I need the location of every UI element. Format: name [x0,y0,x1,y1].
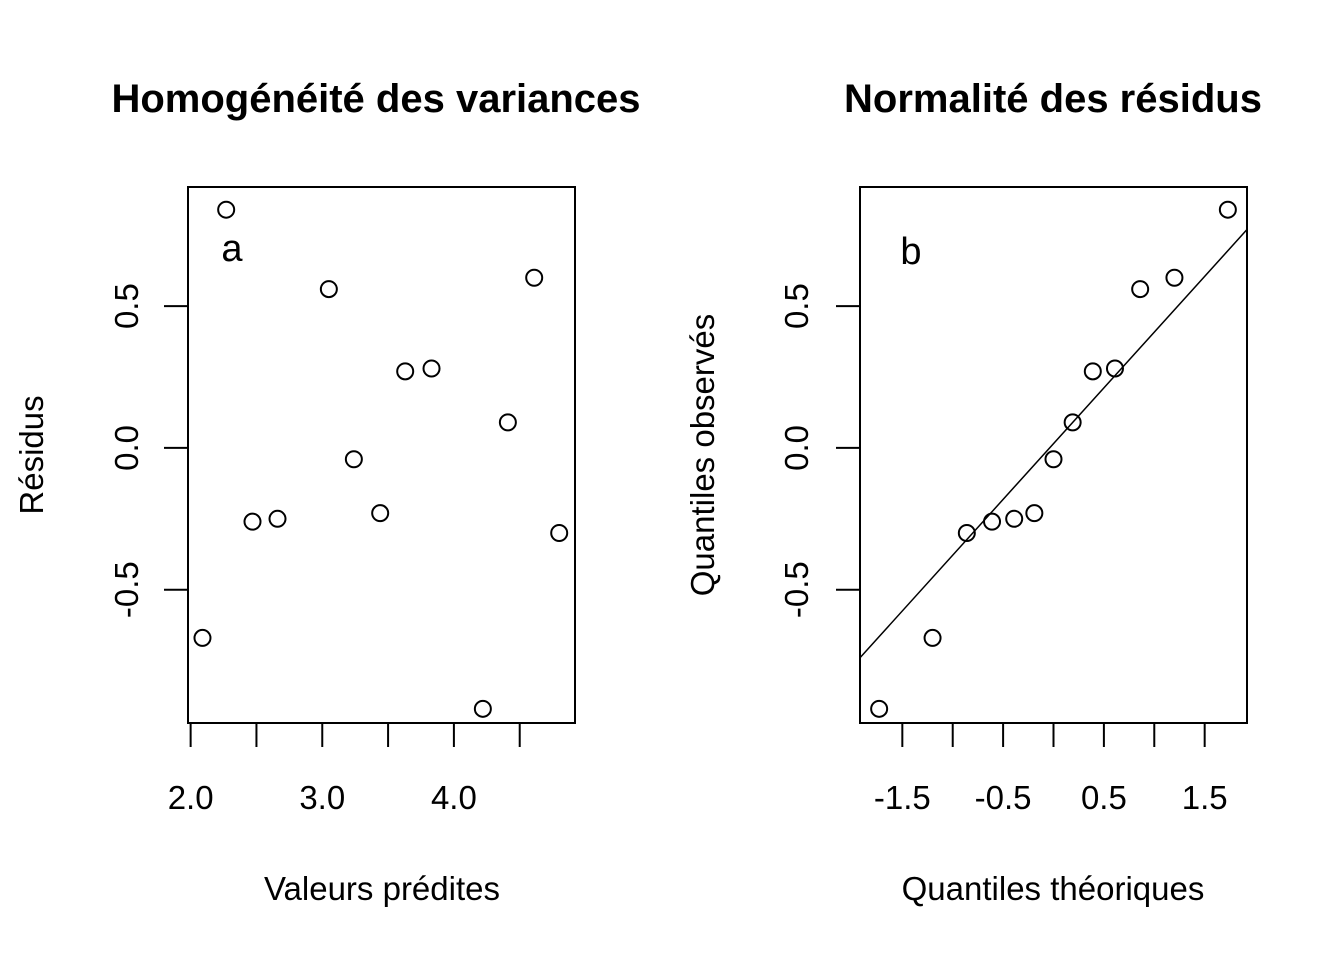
data-point [1025,504,1044,523]
x-tick-label: -0.5 [975,779,1032,816]
y-axis-label: Résidus [13,395,50,514]
x-axis-label: Valeurs prédites [264,870,500,907]
data-point [268,509,287,528]
x-tick-label: 0.5 [1081,779,1127,816]
data-point [422,359,441,378]
data-point [344,450,363,469]
y-tick-label: 0.5 [778,283,815,329]
data-point [525,268,544,287]
x-axis: -1.5 -0.5 0.5 1.5 [874,723,1228,816]
data-point [1044,450,1063,469]
x-tick-label: 4.0 [431,779,477,816]
x-tick-label: 1.5 [1182,779,1228,816]
y-axis-label: Quantiles observés [684,314,721,596]
panel-letter: b [900,231,921,273]
reference-line-group [859,229,1248,659]
point-series [193,200,569,718]
plot-frame [187,186,576,724]
data-point [243,512,262,531]
point-series [870,200,1237,718]
x-tick-label: 3.0 [299,779,345,816]
panel-residuals-vs-fitted: Homogénéité des variances a 2.0 3.0 4.0 -0… [13,77,641,907]
data-point [870,699,889,718]
panel-letter: a [221,228,243,270]
data-point [957,523,976,542]
y-tick-label: -0.5 [108,561,145,618]
panel-qq-plot: Normalité des résidus b -1.5 -0.5 0.5 1.5 -… [684,77,1262,907]
chart-title: Normalité des résidus [844,77,1262,121]
data-point [983,512,1002,531]
data-point [1165,268,1184,287]
chart-title: Homogénéité des variances [111,77,640,121]
data-point [319,280,338,299]
data-point [1005,509,1024,528]
y-axis: -0.5 0.0 0.5 [778,283,860,618]
data-point [1218,200,1237,219]
data-point [193,628,212,647]
y-tick-label: -0.5 [778,561,815,618]
data-point [923,628,942,647]
data-point [217,200,236,219]
data-point [1105,359,1124,378]
data-point [1131,280,1150,299]
y-tick-label: 0.0 [778,425,815,471]
data-point [1083,362,1102,381]
y-axis: -0.5 0.0 0.5 [108,283,188,618]
x-axis-label: Quantiles théoriques [902,870,1205,907]
y-tick-label: 0.0 [108,425,145,471]
x-axis: 2.0 3.0 4.0 [168,723,521,816]
data-point [1063,413,1082,432]
data-point [550,523,569,542]
data-point [396,362,415,381]
data-point [498,413,517,432]
qq-reference-line [859,229,1248,659]
data-point [371,504,390,523]
y-tick-label: 0.5 [108,283,145,329]
data-point [473,699,492,718]
x-tick-label: 2.0 [168,779,214,816]
x-tick-label: -1.5 [874,779,931,816]
